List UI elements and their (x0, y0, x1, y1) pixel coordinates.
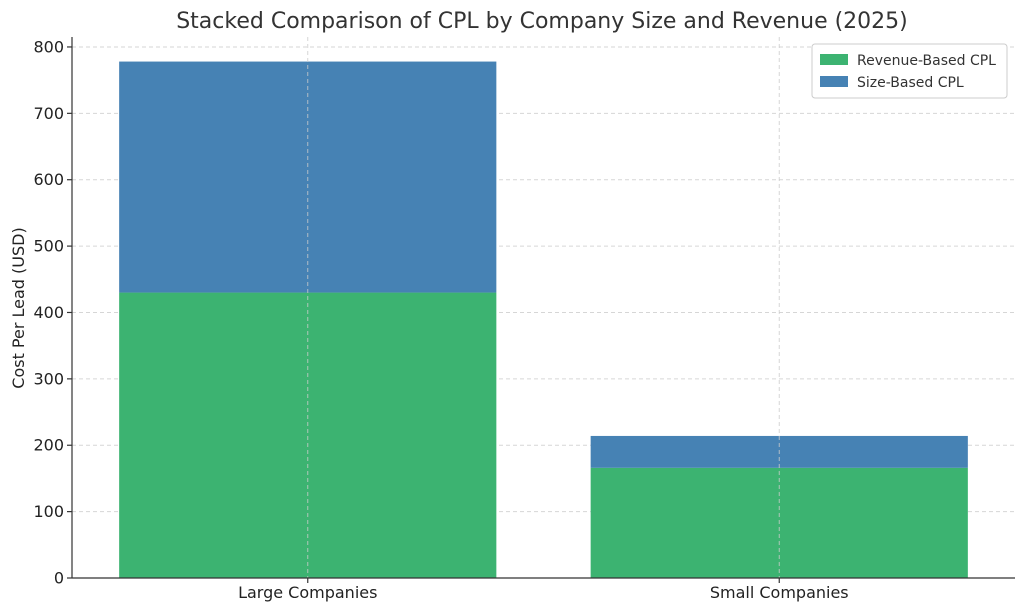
chart-title: Stacked Comparison of CPL by Company Siz… (176, 9, 908, 34)
y-tick-label: 400 (33, 303, 64, 322)
legend-swatch (820, 76, 848, 87)
legend-swatch (820, 54, 848, 65)
legend-frame (811, 43, 1008, 99)
x-tick-label: Small Companies (710, 583, 849, 602)
bars-layer (119, 37, 968, 578)
x-tick-label: Large Companies (238, 583, 377, 602)
y-tick-label: 700 (33, 104, 64, 123)
y-tick-label: 800 (33, 37, 64, 56)
legend-entry-label: Size-Based CPL (857, 75, 964, 91)
legend: Revenue-Based CPL Size-Based CPL (811, 43, 1008, 99)
y-axis-label: Cost Per Lead (USD) (9, 227, 28, 388)
y-tick-label: 600 (33, 170, 64, 189)
axes-layer: 0 100 200 300 400 500 600 700 800 Large Companies… (33, 37, 1015, 602)
y-tick-label: 100 (33, 502, 64, 521)
y-tick-label: 300 (33, 369, 64, 388)
y-tick-label: 500 (33, 237, 64, 256)
y-tick-label: 200 (33, 436, 64, 455)
legend-entry-label: Revenue-Based CPL (857, 53, 996, 69)
y-tick-label: 0 (54, 569, 64, 588)
